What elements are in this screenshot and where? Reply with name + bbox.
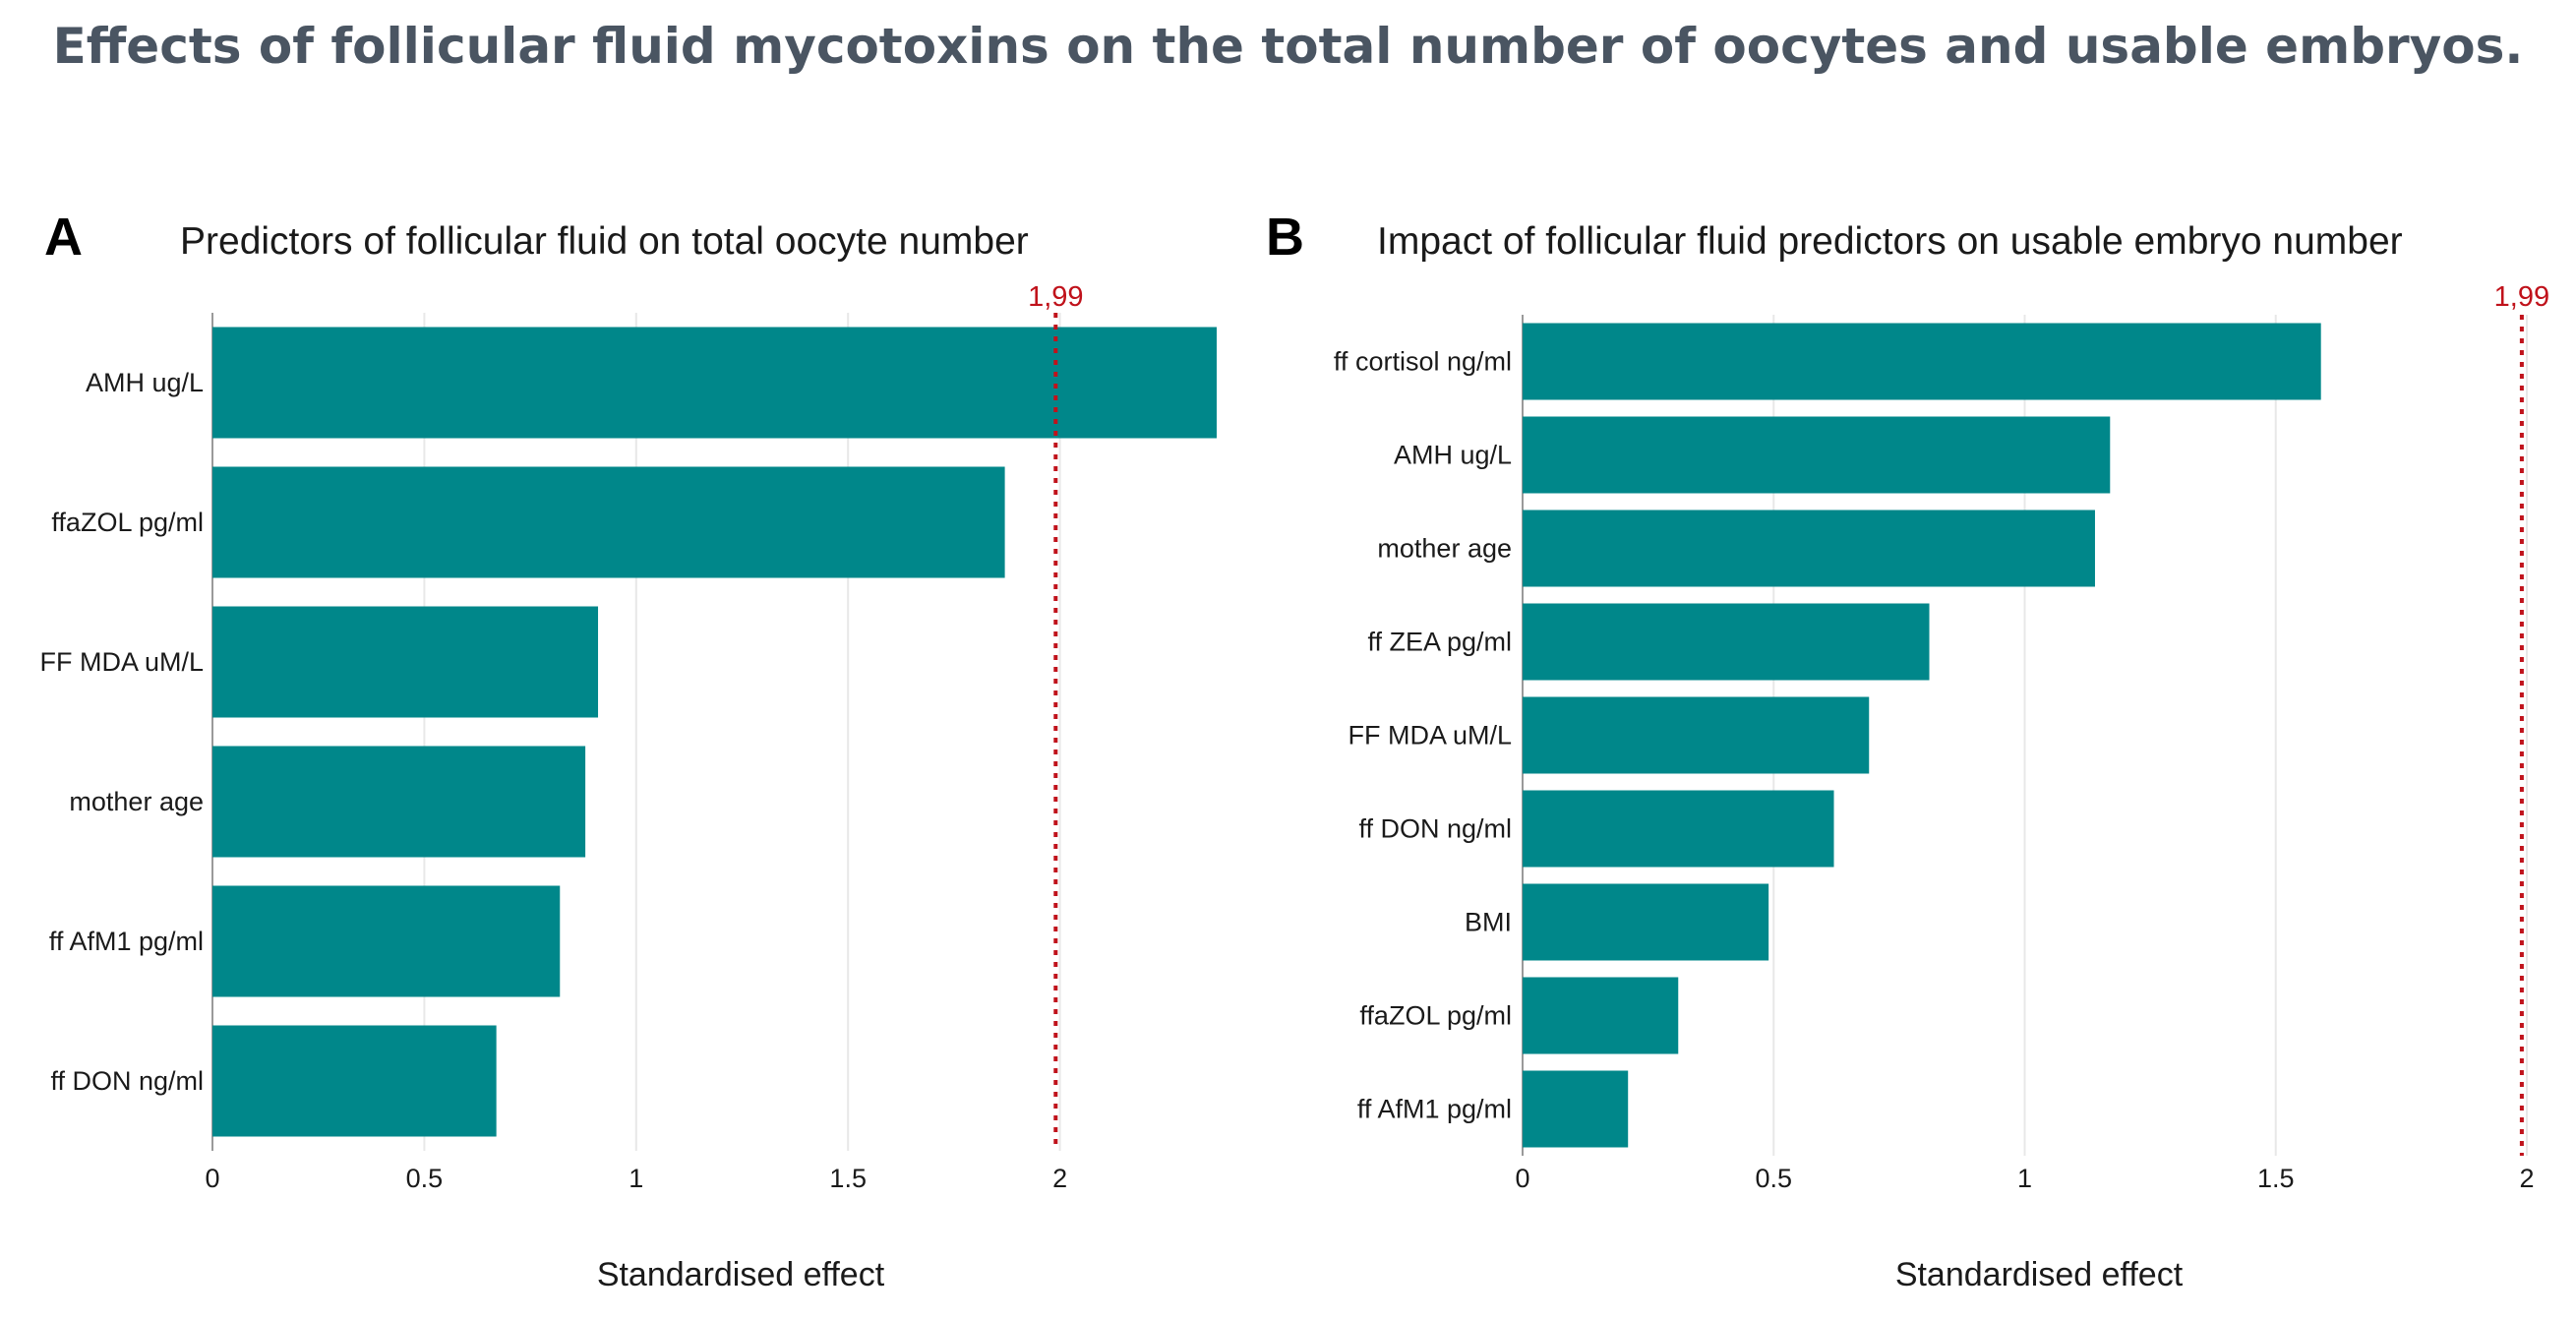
panel-b-bar	[1523, 416, 2111, 494]
panel-a-x-tick-label: 0.5	[406, 1164, 444, 1193]
panel-b-category-label: ffaZOL pg/ml	[1359, 1001, 1512, 1031]
panel-a-bar	[212, 466, 1005, 578]
panel-a-category-label: AMH ug/L	[86, 368, 204, 397]
panel-a-x-tick-label: 1.5	[829, 1164, 867, 1193]
panel-b-x-tick-label: 1	[2017, 1164, 2032, 1193]
panel-b-category-label: ff ZEA pg/ml	[1367, 628, 1512, 657]
panel-a-bar	[212, 746, 586, 858]
panel-b-bar	[1523, 603, 1930, 681]
panel-a-bar	[212, 327, 1217, 439]
panel-b-bar	[1523, 1070, 1629, 1148]
panel-a-threshold-label: 1,99	[1028, 281, 1083, 313]
panel-b-bar	[1523, 510, 2095, 587]
panel-b-x-tick-label: 0	[1515, 1164, 1529, 1193]
panel-b-threshold-label: 1,99	[2494, 281, 2549, 313]
panel-b-x-tick-label: 0.5	[1755, 1164, 1792, 1193]
panel-a-x-tick-label: 1	[629, 1164, 643, 1193]
panel-b-bar	[1523, 696, 1870, 774]
panel-a-category-label: ff AfM1 pg/ml	[49, 927, 204, 956]
panel-a-letter: A	[44, 208, 83, 267]
panel-a-x-tick-label: 0	[205, 1164, 219, 1193]
figure-title: Effects of follicular fluid mycotoxins o…	[52, 18, 2524, 75]
panel-a-x-axis-label: Standardised effect	[597, 1256, 885, 1293]
panel-a-bar	[212, 885, 561, 997]
panel-a-category-label: mother age	[69, 787, 204, 816]
panel-b-category-label: AMH ug/L	[1394, 441, 1512, 470]
panel-a-x-tick-label: 2	[1052, 1164, 1067, 1193]
panel-b-bar	[1523, 883, 1769, 961]
panel-b-bar	[1523, 977, 1679, 1054]
panel-b-category-label: BMI	[1465, 908, 1512, 937]
panel-b-title: Impact of follicular fluid predictors on…	[1377, 220, 2403, 263]
panel-a-bar	[212, 606, 599, 718]
panel-a-category-label: ffaZOL pg/ml	[51, 508, 204, 537]
panel-a-category-label: FF MDA uM/L	[39, 647, 204, 677]
panel-b-category-label: ff cortisol ng/ml	[1334, 347, 1512, 377]
panel-b-bar	[1523, 790, 1834, 868]
panel-a-title: Predictors of follicular fluid on total …	[180, 220, 1029, 263]
panel-b-bar	[1523, 323, 2321, 400]
panel-b-x-axis-label: Standardised effect	[1895, 1256, 2184, 1293]
panel-a-bar	[212, 1025, 497, 1137]
panel-b-x-tick-label: 2	[2519, 1164, 2534, 1193]
panel-b-x-tick-label: 1.5	[2257, 1164, 2295, 1193]
panel-b-letter: B	[1266, 208, 1304, 267]
panel-b-category-label: ff DON ng/ml	[1358, 814, 1512, 844]
panel-b-category-label: ff AfM1 pg/ml	[1357, 1095, 1512, 1124]
panel-a-category-label: ff DON ng/ml	[50, 1066, 204, 1096]
panel-b-category-label: FF MDA uM/L	[1348, 721, 1512, 750]
panel-b-category-label: mother age	[1377, 534, 1512, 564]
